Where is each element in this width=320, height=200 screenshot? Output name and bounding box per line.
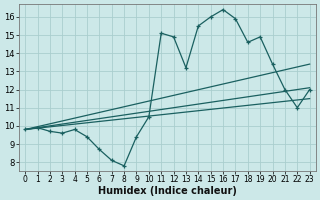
X-axis label: Humidex (Indice chaleur): Humidex (Indice chaleur): [98, 186, 237, 196]
